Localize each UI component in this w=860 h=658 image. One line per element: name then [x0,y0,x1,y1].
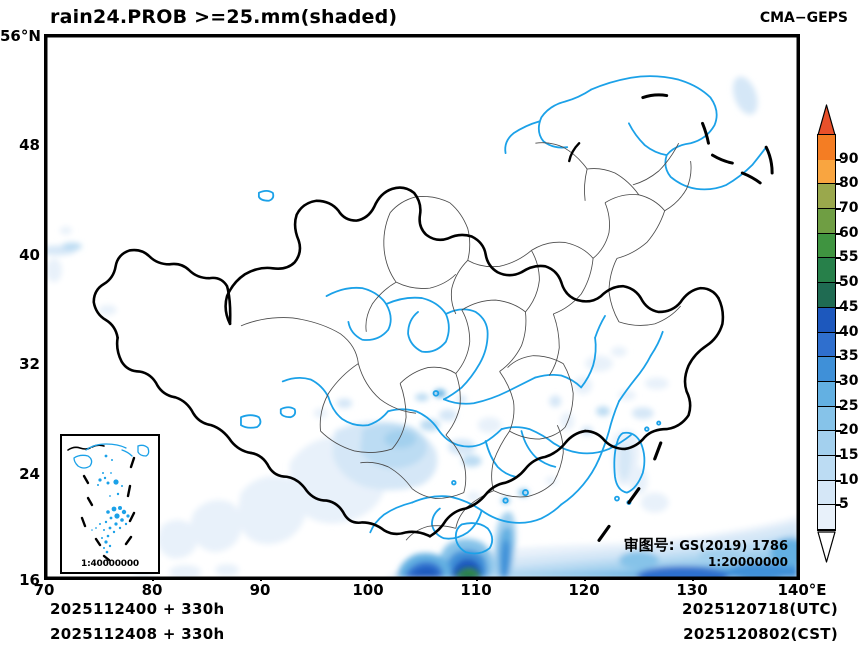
map-approval-box: 审图号: GS(2019) 1786 1:20000000 [624,536,788,570]
national-border-layer [92,93,774,538]
colorbar-label-5: 5 [839,496,849,513]
y-tick-label-40: 40 [19,246,40,264]
colorbar-tick [836,430,841,433]
colorbar-segment [818,233,835,259]
colorbar-segment [818,357,835,382]
colorbar-label-50: 50 [839,274,859,291]
colorbar-label-80: 80 [839,175,859,192]
approval-number-line: 审图号: GS(2019) 1786 [624,536,788,555]
colorbar-segment [818,283,835,308]
map-plot-area[interactable]: 1:40000000 审图号: GS(2019) 1786 1:20000000 [44,34,800,580]
y-tick-label-24: 24 [19,465,40,483]
colorbar-tick [836,232,841,235]
colorbar-label-10: 10 [839,471,859,488]
x-tick-label-130: 130 [676,581,708,599]
approval-label: 审图号: [623,535,675,554]
nine-dash-line [597,441,663,542]
colorbar-tick [836,183,841,186]
colorbar-segment [818,455,835,481]
colorbar-segment [818,135,835,160]
y-tick-label-16: 16 [19,571,40,589]
colorbar-label-30: 30 [839,372,859,389]
colorbar-label-90: 90 [839,150,859,167]
shaded-high-probability-core [455,568,480,578]
colorbar-tick [836,405,841,408]
model-label: CMA−GEPS [759,10,848,26]
footer-valid-time-cst: 2025120802(CST) [683,625,838,643]
colorbar-tick [836,257,841,260]
colorbar-label-20: 20 [839,422,859,439]
colorbar-tick [836,306,841,309]
colorbar-gradient[interactable] [817,134,836,531]
colorbar-tick [836,454,841,457]
colorbar-segment [818,209,835,234]
y-tick-label-48: 48 [19,136,40,154]
colorbar-tick [836,380,841,383]
colorbar-tick [836,282,841,285]
colorbar-label-35: 35 [839,348,859,365]
colorbar-segment [818,505,835,530]
colorbar-tick [836,208,841,211]
colorbar-tick [836,331,841,334]
colorbar-tick [836,158,841,161]
footer-init-time-utc: 2025112400 + 330h [50,600,225,618]
page-title: rain24.PROB >=25.mm(shaded) [50,6,398,28]
plot-frame [46,36,798,578]
x-tick-label-140: 140°E [777,581,827,599]
footer-init-time-cst: 2025112408 + 330h [50,625,225,643]
inset-scale-label: 1:40000000 [81,559,139,569]
colorbar-label-55: 55 [839,249,859,266]
colorbar-segment [818,332,835,358]
colorbar-segment [818,480,835,506]
y-tick-label-32: 32 [19,355,40,373]
south-china-sea-inset[interactable]: 1:40000000 [60,434,160,574]
approval-scale: 1:20000000 [708,555,788,569]
colorbar-label-60: 60 [839,224,859,241]
colorbar[interactable]: 5 10 15 20 25 30 35 40 45 50 55 60 70 80 90 [812,104,860,574]
colorbar-segment [818,307,835,333]
x-tick-label-80: 80 [141,581,163,599]
colorbar-tick [836,504,841,507]
province-borders-layer [240,142,692,541]
colorbar-label-25: 25 [839,397,859,414]
x-tick-label-70: 70 [33,581,55,599]
x-tick-label-90: 90 [249,581,271,599]
colorbar-label-70: 70 [839,200,859,217]
y-tick-label-56: 56°N [0,27,41,45]
rivers-layer [240,75,768,555]
x-tick-label-100: 100 [352,581,384,599]
colorbar-segment [818,258,835,284]
x-tick-label-110: 110 [460,581,492,599]
footer-valid-time-utc: 2025120718(UTC) [681,600,838,618]
colorbar-tick [836,479,841,482]
colorbar-segment [818,406,835,432]
colorbar-segment [818,431,835,456]
colorbar-segment [818,159,835,185]
colorbar-label-40: 40 [839,323,859,340]
x-tick-label-120: 120 [568,581,600,599]
colorbar-segment [818,381,835,407]
colorbar-label-45: 45 [839,298,859,315]
colorbar-tick [836,356,841,359]
colorbar-label-15: 15 [839,446,859,463]
approval-number: GS(2019) 1786 [679,538,788,554]
colorbar-segment [818,184,835,210]
colorbar-cap-low [817,531,836,563]
colorbar-cap-high [817,104,836,136]
